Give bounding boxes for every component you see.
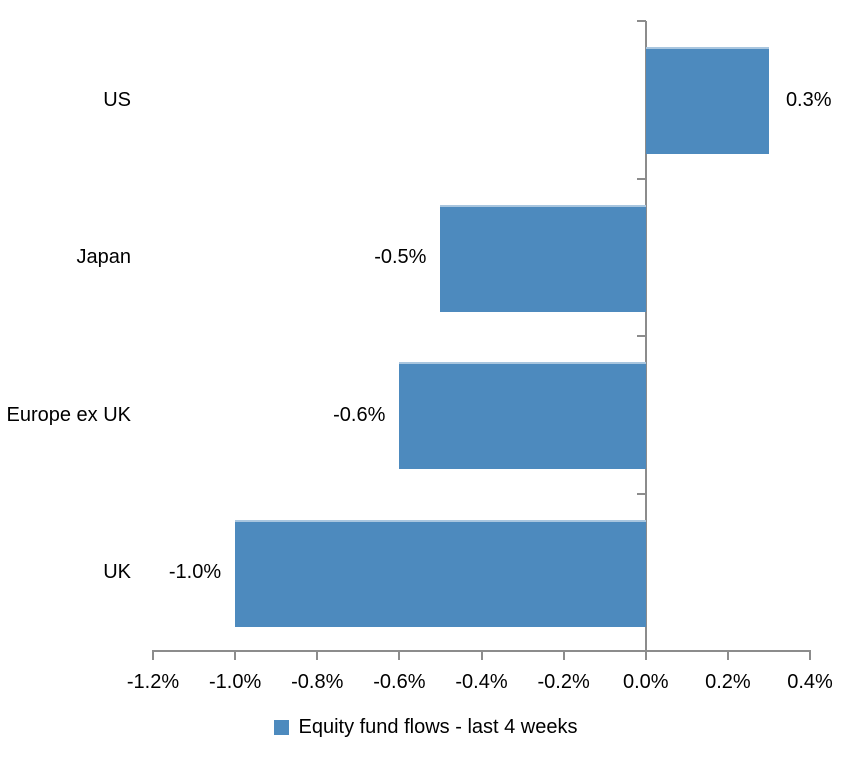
category-label: UK (103, 561, 131, 584)
bar (399, 362, 646, 470)
bar-value-label: -0.5% (374, 246, 427, 269)
x-tick (480, 651, 483, 660)
x-tick-label: 0.4% (787, 671, 833, 693)
x-tick (562, 651, 565, 660)
y-tick (636, 177, 646, 180)
x-tick (398, 651, 401, 660)
y-tick (636, 335, 646, 337)
x-tick-label: -0.4% (455, 671, 508, 693)
category-label: US (103, 88, 131, 111)
bar-value-label: -0.6% (333, 403, 386, 426)
x-tick-label: -1.0% (209, 671, 262, 693)
category-label: Japan (76, 246, 132, 269)
x-tick-label: -0.2% (537, 671, 590, 693)
x-tick (234, 651, 237, 660)
bar-value-label: 0.3% (785, 88, 832, 111)
x-tick (809, 651, 811, 660)
y-tick (636, 20, 646, 22)
x-tick-label: -1.2% (126, 671, 180, 693)
x-tick (644, 651, 647, 660)
bar (645, 47, 769, 155)
x-tick-label: -0.8% (291, 671, 344, 693)
bar-value-label: -1.0% (168, 561, 222, 584)
bar (440, 204, 646, 312)
x-tick-label: 0.2% (705, 671, 751, 693)
x-tick (316, 651, 319, 660)
category-label: Europe ex UK (6, 403, 131, 426)
legend-label: Equity fund flows - last 4 weeks (298, 716, 578, 738)
bar (235, 519, 646, 627)
legend-swatch-icon (274, 719, 290, 735)
legend: Equity fund flows - last 4 weeks (0, 714, 852, 740)
x-tick-label: 0.0% (622, 671, 669, 693)
y-tick (636, 492, 646, 495)
x-tick-label: -0.6% (373, 671, 426, 693)
y-axis-line (644, 21, 647, 660)
y-tick (636, 650, 646, 652)
x-tick (726, 651, 729, 660)
x-tick (152, 651, 154, 660)
